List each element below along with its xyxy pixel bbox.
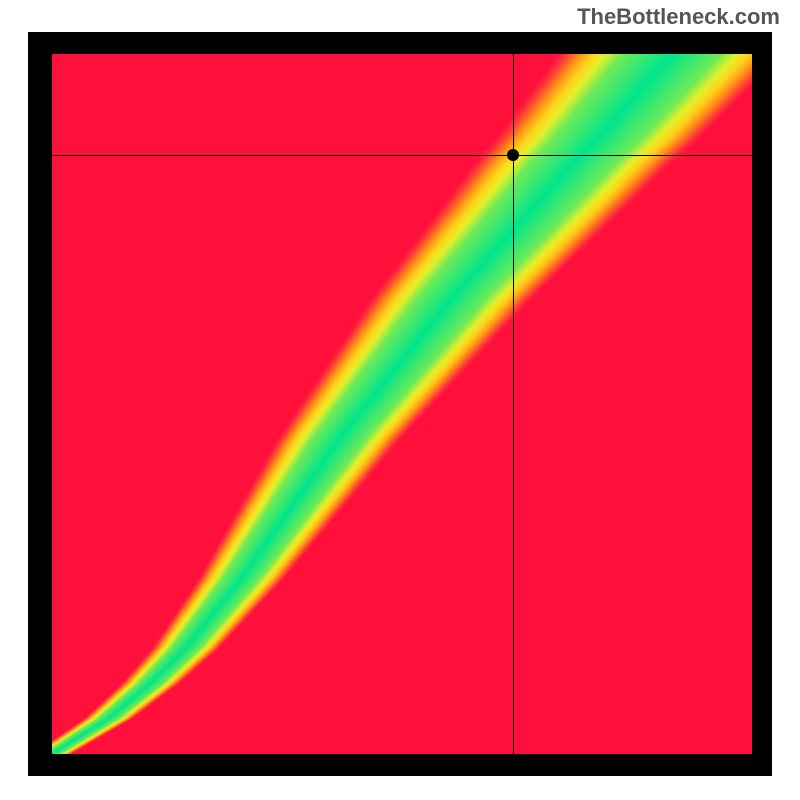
crosshair-horizontal xyxy=(52,155,752,156)
heatmap-canvas xyxy=(52,54,752,754)
chart-container: TheBottleneck.com xyxy=(0,0,800,800)
watermark-text: TheBottleneck.com xyxy=(577,4,780,30)
crosshair-marker xyxy=(507,149,519,161)
